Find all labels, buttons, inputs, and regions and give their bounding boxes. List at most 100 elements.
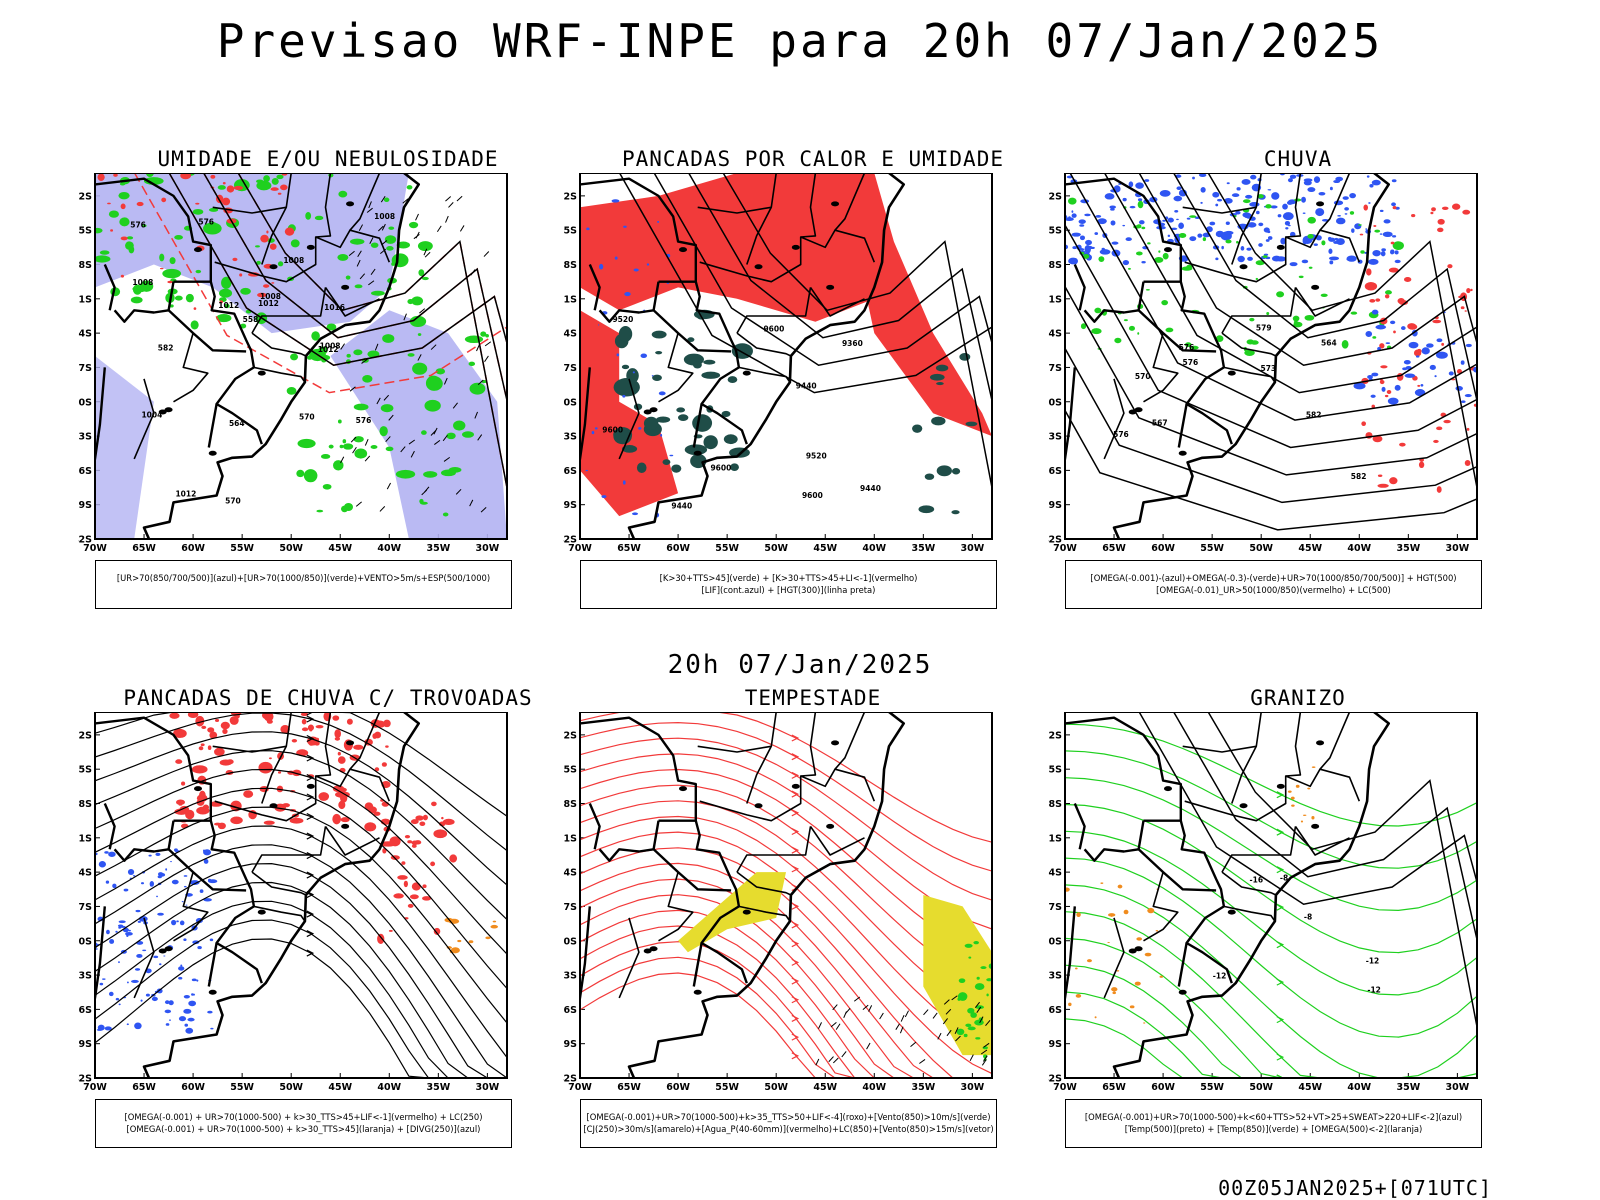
contour-label: -16 (1250, 876, 1264, 885)
field-blob (1287, 178, 1293, 183)
map-background (1065, 712, 1477, 1078)
lat-tick-label: 24S (563, 329, 577, 340)
field-blob (1307, 187, 1316, 193)
field-blob (192, 208, 204, 215)
map-border (1064, 173, 1478, 540)
field-blob (119, 217, 130, 227)
lake (693, 450, 702, 456)
streamlines-250 (95, 712, 507, 1078)
field-blob (97, 1024, 105, 1031)
contour-label: 576 (1113, 430, 1129, 439)
lat-tick-label: 21S (1048, 294, 1062, 305)
state-border (173, 871, 209, 942)
field-blob (277, 261, 284, 267)
field-blob (1186, 217, 1191, 220)
field-blob (1397, 297, 1405, 304)
lat-tick-label: 15S (1048, 765, 1062, 776)
lon-tick-label: 40W (862, 543, 886, 554)
lake (1276, 783, 1285, 789)
field-blob (422, 884, 427, 889)
field-blob (1358, 224, 1362, 226)
state-border (251, 332, 307, 357)
wind-vector (946, 1029, 952, 1037)
lat-tick-label: 21S (563, 294, 577, 305)
panel-tempestade: TEMPESTADE 12S 15S 18S 21S 24S 27S 30S 33S 36S 39… (563, 686, 1063, 1156)
country-border (113, 848, 169, 862)
lat-tick-label: 33S (78, 971, 92, 982)
field-blob (136, 201, 144, 207)
wind-vector (904, 1010, 909, 1018)
field-blob (164, 1009, 172, 1014)
lat-tick-label: 24S (563, 868, 577, 879)
field-blob (1197, 233, 1203, 238)
field-blob (1435, 351, 1448, 359)
field-blob (1147, 907, 1155, 914)
field-blob (462, 431, 475, 438)
streamline-arrow (306, 832, 315, 840)
lat-tick-label: 36S (1048, 1005, 1062, 1016)
wind-vector (455, 488, 462, 495)
lake (346, 740, 355, 746)
field-blob (202, 849, 205, 853)
field-blob (1178, 222, 1184, 229)
lat-tick-label: 42S (563, 535, 577, 546)
country-border (95, 367, 106, 467)
lon-tick-label: 70W (1053, 543, 1077, 554)
wind-vector (415, 231, 420, 239)
field-blob (1289, 174, 1297, 179)
field-blob (1371, 309, 1379, 315)
map-pancadas-calor: 12S 15S 18S 21S 24S 27S 30S 33S 36S 39S 42S70W 65W 6… (563, 173, 993, 554)
field-blob (431, 801, 437, 807)
country-border (598, 309, 654, 323)
field-blob (263, 175, 270, 183)
map-chuva: 12S 15S 18S 21S 24S 27S 30S 33S 36S 39S 42S70W 65W 6… (1048, 173, 1478, 554)
field-blob (636, 462, 647, 474)
field-blob (284, 227, 295, 236)
field-blob (214, 718, 220, 722)
field-blob (1392, 241, 1404, 250)
panel-title: CHUVA (1263, 147, 1333, 171)
field-blob (1363, 204, 1369, 211)
field-blob (1144, 179, 1150, 182)
streamline (95, 731, 507, 886)
field-blob (1226, 182, 1230, 185)
map-border (1064, 712, 1478, 1079)
field-blob (112, 883, 117, 889)
field-blob (1321, 240, 1326, 246)
state-border (251, 826, 327, 873)
streamline-arrow (306, 773, 315, 782)
wind-vector (366, 207, 373, 213)
field-blob (123, 888, 129, 892)
lon-tick-label: 30W (1446, 543, 1470, 554)
field-blob (367, 350, 380, 358)
field-blob (1221, 245, 1224, 250)
wind-vector (445, 215, 449, 223)
field-blob (104, 1026, 112, 1031)
coastline (142, 173, 421, 539)
field-blob (1415, 355, 1420, 358)
field-blob (1364, 251, 1368, 254)
field-blob (137, 920, 141, 923)
field-blob (243, 790, 254, 798)
field-blob (1298, 275, 1304, 279)
field-blob (386, 246, 394, 251)
field-blob (425, 375, 441, 391)
field-blob (338, 800, 346, 810)
field-blob (401, 861, 406, 865)
lon-tick-label: 70W (1053, 1082, 1077, 1093)
field-blob (1184, 342, 1192, 348)
field-blob (1128, 325, 1135, 331)
field-blob (1135, 251, 1143, 256)
field-blob (1290, 796, 1295, 800)
field-blob (403, 880, 408, 888)
field-blob (1287, 790, 1292, 793)
streamline (1065, 884, 1477, 1078)
field-blob (1085, 239, 1093, 246)
lake (1227, 370, 1236, 376)
field-blob (185, 809, 195, 820)
humidity-850-700-500 (95, 173, 409, 334)
map-granizo: 12S 15S 18S 21S 24S 27S 30S 33S 36S 39S 42S70W 65W 6… (1048, 712, 1478, 1093)
field-blob (1114, 337, 1122, 344)
field-blob (1110, 915, 1113, 917)
omega-blue (1065, 173, 1401, 267)
